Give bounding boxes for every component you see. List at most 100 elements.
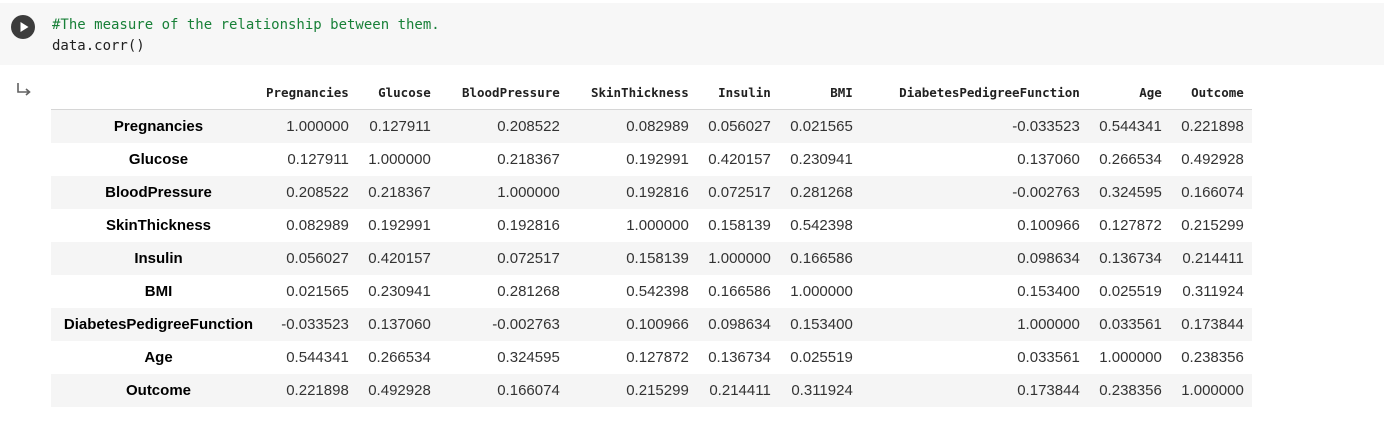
output-arrow-icon <box>17 83 31 96</box>
table-cell: 0.153400 <box>1017 283 1080 300</box>
table-cell: 1.000000 <box>1099 349 1162 366</box>
table-body: Pregnancies 1.000000 0.127911 0.208522 0.082… <box>51 109 1252 407</box>
table-cell: -0.033523 <box>281 316 349 333</box>
table-cell: 0.137060 <box>1017 151 1080 168</box>
table-cell: 0.166074 <box>1181 184 1244 201</box>
table-cell: 0.025519 <box>790 349 853 366</box>
cell-output: Pregnancies Glucose BloodPressure SkinThick… <box>51 76 1252 407</box>
table-cell: 0.166586 <box>790 250 853 267</box>
table-cell: 0.072517 <box>708 184 771 201</box>
table-cell: 0.324595 <box>497 349 560 366</box>
column-header: Age <box>1087 76 1170 110</box>
row-label: Insulin <box>134 250 183 267</box>
code-comment: #The measure of the relationship between… <box>52 17 440 33</box>
table-cell: 1.000000 <box>626 217 689 234</box>
table-cell: 1.000000 <box>1181 382 1244 399</box>
table-row: SkinThickness 0.082989 0.192991 0.192816 1.0… <box>51 209 1252 242</box>
column-header: Pregnancies <box>266 76 357 110</box>
table-cell: 0.420157 <box>368 250 431 267</box>
table-row: Glucose 0.127911 1.000000 0.218367 0.192991 0… <box>51 143 1252 176</box>
table-cell: 0.082989 <box>626 118 689 135</box>
table-row: Outcome 0.221898 0.492928 0.166074 0.215299 0… <box>51 374 1252 407</box>
table-row: BMI 0.021565 0.230941 0.281268 0.542398 0.166… <box>51 275 1252 308</box>
column-header: BMI <box>778 76 861 110</box>
table-cell: 0.311924 <box>1182 283 1244 300</box>
output-toggle-button[interactable] <box>15 80 35 100</box>
table-cell: 0.542398 <box>626 283 689 300</box>
table-cell: 0.230941 <box>790 151 853 168</box>
index-header <box>51 76 266 110</box>
code-editor[interactable]: #The measure of the relationship between… <box>52 15 440 57</box>
table-cell: 0.492928 <box>1181 151 1244 168</box>
table-cell: 0.192991 <box>368 217 431 234</box>
table-cell: 0.127911 <box>369 118 431 135</box>
run-cell-button[interactable] <box>11 15 35 39</box>
table-cell: 0.136734 <box>1099 250 1162 267</box>
row-label: BloodPressure <box>105 184 212 201</box>
table-cell: 0.208522 <box>497 118 560 135</box>
table-cell: 0.127911 <box>287 151 349 168</box>
table-cell: 0.214411 <box>1182 250 1244 267</box>
column-header: Outcome <box>1169 76 1252 110</box>
table-cell: -0.033523 <box>1012 118 1080 135</box>
table-cell: 0.281268 <box>790 184 853 201</box>
table-row: Insulin 0.056027 0.420157 0.072517 0.158139 1… <box>51 242 1252 275</box>
table-cell: 1.000000 <box>1017 316 1080 333</box>
table-cell: 0.192991 <box>626 151 689 168</box>
table-cell: 0.266534 <box>1099 151 1162 168</box>
table-cell: 0.166586 <box>708 283 771 300</box>
table-cell: 0.127872 <box>626 349 689 366</box>
table-cell: 0.281268 <box>497 283 560 300</box>
table-cell: 0.056027 <box>286 250 349 267</box>
table-cell: 1.000000 <box>286 118 349 135</box>
column-header: Glucose <box>356 76 439 110</box>
row-label: SkinThickness <box>105 217 212 234</box>
table-cell: 0.208522 <box>286 184 349 201</box>
table-cell: 0.266534 <box>368 349 431 366</box>
row-label: Pregnancies <box>113 118 204 135</box>
table-cell: 0.173844 <box>1017 382 1080 399</box>
table-cell: 1.000000 <box>790 283 853 300</box>
table-cell: 0.218367 <box>497 151 560 168</box>
table-cell: 0.072517 <box>497 250 560 267</box>
table-cell: 0.021565 <box>286 283 349 300</box>
table-cell: 0.221898 <box>1181 118 1244 135</box>
table-cell: 0.082989 <box>286 217 349 234</box>
table-cell: 0.021565 <box>790 118 853 135</box>
table-cell: 0.544341 <box>286 349 349 366</box>
column-header: BloodPressure <box>438 76 568 110</box>
table-cell: 0.311924 <box>791 382 853 399</box>
table-row: DiabetesPedigreeFunction -0.033523 0.13706… <box>51 308 1252 341</box>
table-cell: 0.230941 <box>368 283 431 300</box>
code-line: data.corr() <box>52 38 145 54</box>
table-cell: 0.056027 <box>708 118 771 135</box>
table-cell: 0.158139 <box>708 217 771 234</box>
row-label: Outcome <box>125 382 191 399</box>
row-label: Glucose <box>128 151 189 168</box>
table-cell: 0.098634 <box>1017 250 1080 267</box>
code-cell[interactable]: #The measure of the relationship between… <box>0 3 1384 65</box>
table-cell: 0.127872 <box>1099 217 1162 234</box>
table-cell: 0.221898 <box>286 382 349 399</box>
table-cell: 0.033561 <box>1099 316 1162 333</box>
table-cell: 0.158139 <box>626 250 689 267</box>
table-cell: 0.098634 <box>708 316 771 333</box>
table-row: Age 0.544341 0.266534 0.324595 0.127872 0.136… <box>51 341 1252 374</box>
table-row: Pregnancies 1.000000 0.127911 0.208522 0.082… <box>51 109 1252 143</box>
table-cell: 0.192816 <box>626 184 689 201</box>
table-cell: -0.002763 <box>1012 184 1080 201</box>
table-cell: 0.215299 <box>1181 217 1244 234</box>
row-label: Age <box>144 349 173 366</box>
table-cell: 0.153400 <box>790 316 853 333</box>
row-label: BMI <box>144 283 173 300</box>
table-cell: 0.214411 <box>709 382 771 399</box>
header-row: Pregnancies Glucose BloodPressure SkinThick… <box>51 76 1252 110</box>
table-cell: -0.002763 <box>492 316 560 333</box>
row-label: DiabetesPedigreeFunction <box>63 316 254 333</box>
table-cell: 0.542398 <box>790 217 853 234</box>
table-cell: 0.033561 <box>1017 349 1080 366</box>
table-cell: 0.025519 <box>1099 283 1162 300</box>
correlation-table: Pregnancies Glucose BloodPressure SkinThick… <box>51 76 1252 407</box>
table-cell: 0.420157 <box>708 151 771 168</box>
table-cell: 0.238356 <box>1099 382 1162 399</box>
